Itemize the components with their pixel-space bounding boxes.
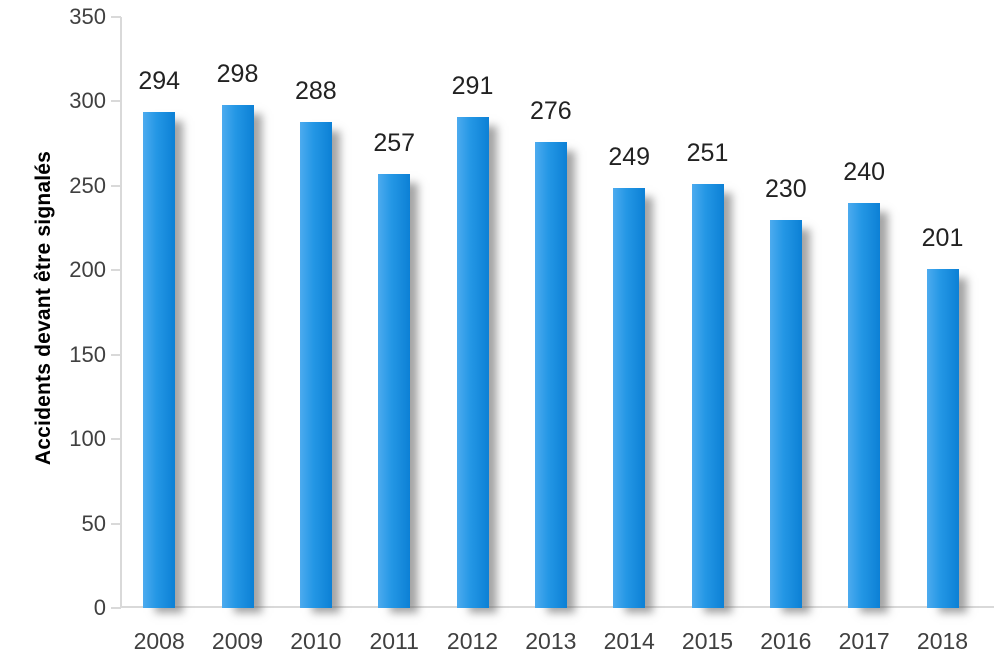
y-tick-label-300: 300 <box>69 88 106 114</box>
y-tick-mark-250 <box>111 184 121 187</box>
value-label-2014: 249 <box>608 142 651 171</box>
value-label-2017: 240 <box>843 157 886 186</box>
bar-2013 <box>534 141 567 608</box>
value-label-2008: 294 <box>138 66 181 95</box>
bar-2017 <box>848 202 881 608</box>
y-tick-mark-0 <box>111 607 121 609</box>
x-tick-label-2015: 2015 <box>681 628 734 654</box>
value-label-2009: 298 <box>216 59 259 88</box>
bar-2014 <box>613 187 646 608</box>
bar-2010 <box>299 121 332 608</box>
value-label-2016: 230 <box>764 174 807 203</box>
y-tick-mark-200 <box>111 269 121 272</box>
value-label-2013: 276 <box>529 96 572 125</box>
value-label-2011: 257 <box>373 129 416 158</box>
value-label-2015: 251 <box>686 139 729 168</box>
value-label-2012: 291 <box>451 71 494 100</box>
y-tick-label-200: 200 <box>69 257 106 283</box>
y-tick-mark-100 <box>111 438 121 441</box>
y-tick-mark-50 <box>111 522 121 525</box>
bar-2011 <box>378 174 411 608</box>
x-tick-label-2012: 2012 <box>446 628 499 654</box>
bar-2008 <box>143 111 176 608</box>
x-tick-label-2009: 2009 <box>211 628 264 654</box>
bar-2018 <box>926 268 959 608</box>
bar-2012 <box>456 116 489 608</box>
x-tick-label-2010: 2010 <box>290 628 342 654</box>
y-tick-label-50: 50 <box>81 510 106 536</box>
x-tick-label-2017: 2017 <box>838 628 890 654</box>
value-label-2018: 201 <box>921 223 964 252</box>
bar-2016 <box>769 219 802 608</box>
y-tick-label-250: 250 <box>69 172 106 198</box>
y-tick-mark-150 <box>111 353 121 356</box>
x-tick-label-2013: 2013 <box>525 628 577 654</box>
y-tick-mark-300 <box>111 100 121 103</box>
y-axis-line <box>120 17 122 608</box>
x-tick-label-2014: 2014 <box>603 628 655 654</box>
y-tick-label-350: 350 <box>69 4 106 29</box>
y-tick-label-0: 0 <box>93 595 106 620</box>
bar-2015 <box>691 184 724 608</box>
y-tick-label-100: 100 <box>69 426 106 452</box>
x-tick-label-2011: 2011 <box>369 628 419 654</box>
y-tick-mark-350 <box>111 16 121 18</box>
bar-2009 <box>221 104 254 608</box>
x-tick-label-2018: 2018 <box>916 628 969 654</box>
x-tick-label-2008: 2008 <box>133 628 185 654</box>
value-label-2010: 288 <box>295 76 337 105</box>
x-tick-label-2016: 2016 <box>760 628 812 654</box>
y-tick-label-150: 150 <box>69 341 106 367</box>
